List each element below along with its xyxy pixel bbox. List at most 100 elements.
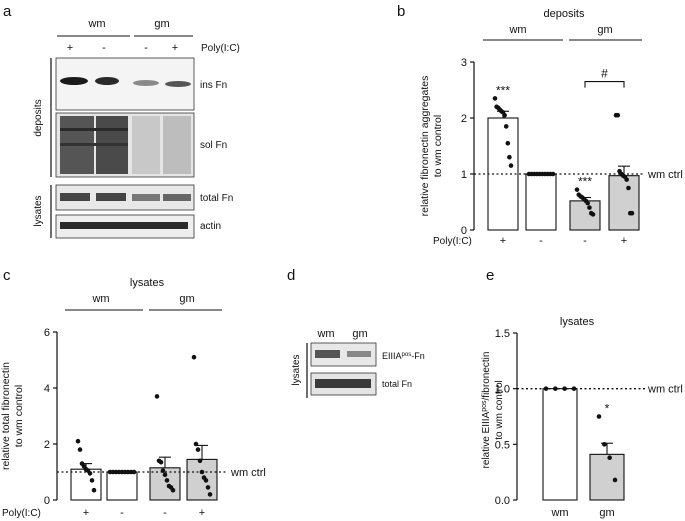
data-point: [170, 487, 176, 493]
treatment-sign: +: [199, 507, 205, 519]
bar: [186, 458, 218, 501]
panel-letter-a: a: [3, 3, 12, 20]
data-point: [587, 205, 592, 210]
y-tick-label: 4: [44, 383, 50, 395]
panel-letter-c: c: [3, 267, 11, 284]
blot-sol-fn: [55, 112, 195, 178]
y-tick-label: 6: [44, 327, 50, 339]
y-tick-label: 2: [461, 113, 467, 125]
blot-label: total Fn: [200, 193, 233, 204]
bar: [589, 453, 625, 501]
data-point: [162, 472, 168, 478]
chart-marks: 0 2 4 6 + - - + wm ctrl: [44, 327, 266, 519]
lane-label: gm: [352, 328, 367, 340]
significance-label: *: [605, 402, 610, 416]
chart-title: lysates: [560, 316, 595, 328]
comparison-bracket: [584, 81, 625, 88]
blot-total-fn-d: [310, 372, 377, 396]
panel-a: a wm gm + - - + Poly(I:C) deposits lysat…: [3, 3, 240, 239]
y-axis-label: relative EIIIApos/fibronectinto wm contr…: [481, 352, 506, 469]
data-point: [571, 386, 577, 391]
bracket-label: #: [601, 67, 608, 81]
y-tick-label: 0.5: [495, 439, 510, 451]
treatment-sign: -: [163, 507, 167, 519]
y-tick-label: 1.0: [495, 384, 510, 396]
data-point: [207, 492, 213, 497]
data-point: [574, 187, 580, 192]
data-point: [612, 477, 618, 483]
data-point: [195, 447, 201, 452]
data-point: [158, 459, 164, 465]
treatment-sign: -: [120, 507, 124, 519]
data-point: [507, 154, 512, 160]
group-label-wm: wm: [87, 18, 105, 30]
treatment-label: Poly(I:C): [201, 43, 240, 54]
data-point: [502, 112, 507, 118]
blot-label: sol Fn: [200, 140, 227, 151]
data-point: [505, 140, 511, 146]
data-point: [75, 438, 81, 444]
y-tick-label: 3: [461, 57, 467, 69]
data-point: [193, 441, 199, 447]
bar: [525, 173, 557, 231]
data-point: [164, 478, 170, 483]
data-point: [508, 163, 514, 168]
reference-label: wm ctrl: [647, 169, 683, 181]
y-axis-label: relative fibronectin aggregatesto wm con…: [419, 76, 444, 217]
blot-label: actin: [200, 221, 221, 232]
data-point: [89, 478, 95, 483]
treatment-sign: +: [83, 507, 89, 519]
data-point: [191, 354, 197, 360]
blot-eiiia-fn: [310, 342, 377, 367]
y-tick-label: 2: [44, 439, 50, 451]
data-point: [154, 394, 160, 399]
treatment-sign: +: [67, 42, 73, 54]
blot-total-fn: [55, 184, 195, 211]
significance-label: ***: [496, 83, 510, 97]
y-tick-label: 1: [461, 169, 467, 181]
bar: [542, 388, 578, 501]
data-point: [585, 200, 590, 206]
x-tick-label: wm: [550, 507, 568, 519]
x-tick-label: gm: [599, 507, 614, 519]
y-tick-label: 1.5: [495, 328, 510, 340]
panel-b: b deposits wm gm relative fibronectin ag…: [397, 3, 683, 247]
data-point: [197, 458, 203, 464]
data-point: [590, 212, 596, 217]
data-point: [624, 177, 629, 182]
treatment-sign: -: [583, 235, 587, 247]
panel-c: c lysates wm gm relative total fibronect…: [0, 267, 266, 519]
panel-letter-e: e: [486, 267, 494, 284]
treatment-sign: -: [144, 42, 148, 54]
blot-label-eiiia: EIIIApos-Fn: [382, 351, 425, 361]
bar: [608, 175, 640, 231]
data-point: [596, 414, 602, 419]
side-label-deposits: deposits: [33, 99, 44, 136]
reference-label: wm ctrl: [647, 384, 683, 396]
data-point: [626, 185, 631, 191]
blot-ins-fn: [55, 57, 195, 111]
panel-d: d wm gm lysates EIIIApos-Fn total Fn: [287, 267, 425, 398]
row-label: Poly(I:C): [433, 236, 472, 247]
panel-e: e lysates relative EIIIApos/fibronectint…: [481, 267, 683, 519]
treatment-sign: +: [172, 42, 178, 54]
data-point: [607, 455, 612, 460]
data-point: [629, 210, 635, 216]
bar: [70, 468, 102, 501]
reference-label: wm ctrl: [230, 467, 266, 479]
data-point: [503, 124, 509, 129]
chart-title: lysates: [130, 277, 165, 289]
y-tick-label: 0: [44, 495, 50, 507]
panel-letter-d: d: [287, 267, 295, 284]
treatment-sign: -: [539, 235, 543, 247]
blot-actin: [55, 214, 195, 239]
y-tick-label: 0: [461, 225, 467, 237]
group-label-gm: gm: [597, 24, 612, 36]
chart-title: deposits: [544, 8, 585, 20]
bar: [569, 200, 601, 231]
significance-label: ***: [578, 175, 592, 189]
data-point: [205, 485, 211, 490]
treatment-sign: +: [500, 235, 506, 247]
data-point: [550, 171, 556, 177]
